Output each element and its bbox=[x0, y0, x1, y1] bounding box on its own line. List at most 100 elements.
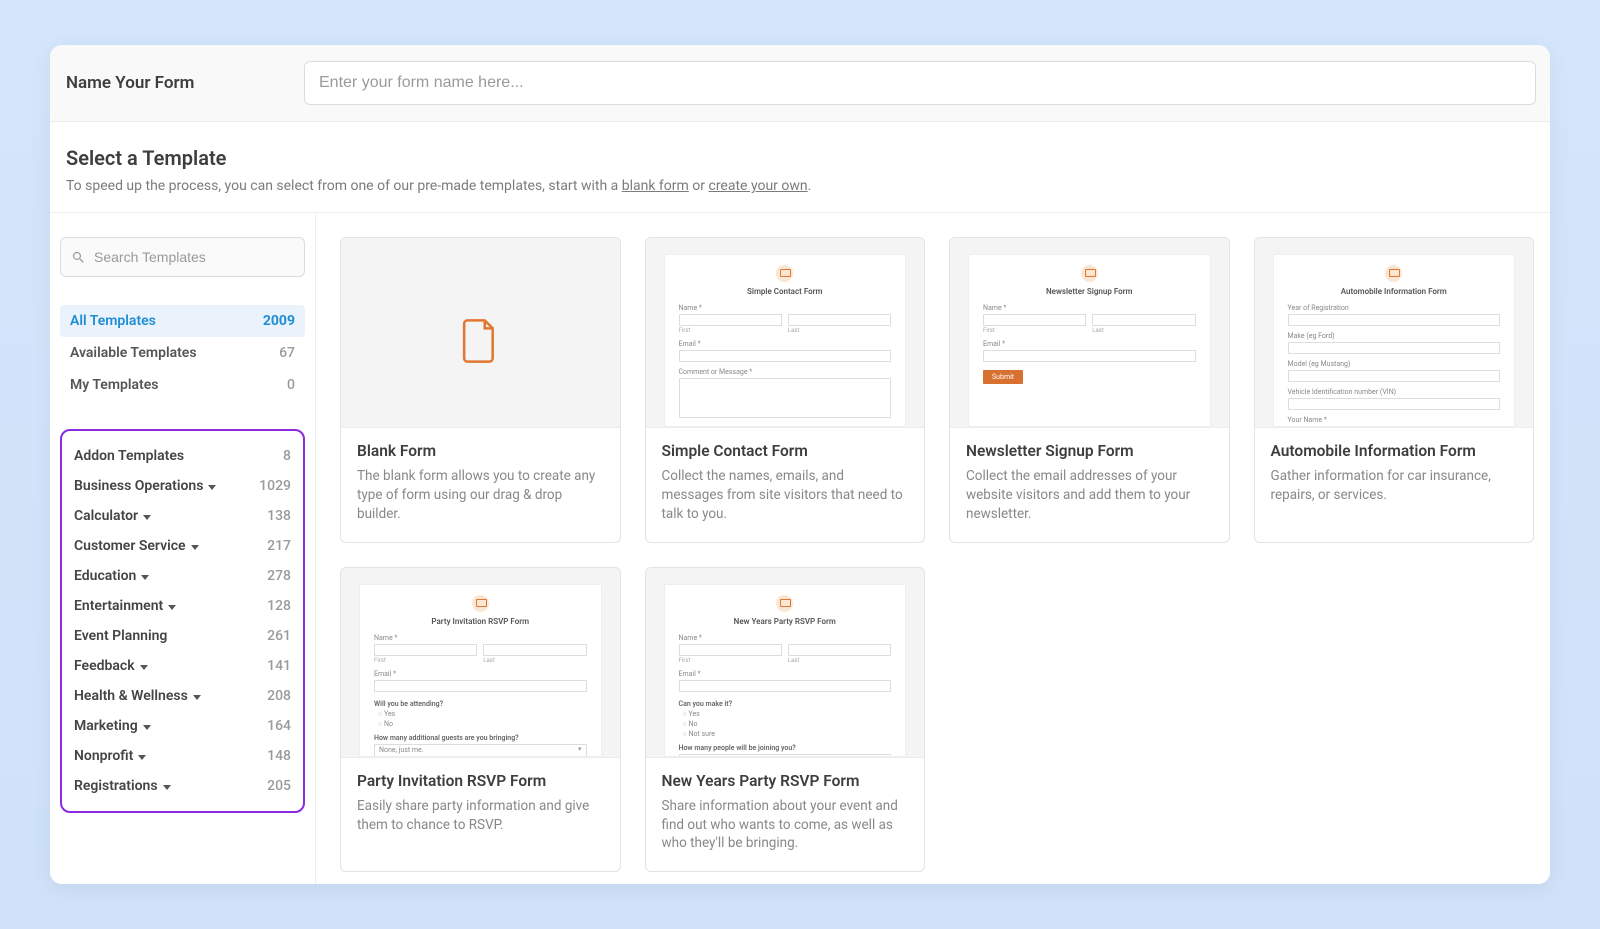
card-desc: The blank form allows you to create any … bbox=[357, 467, 604, 524]
intro-section: Select a Template To speed up the proces… bbox=[50, 122, 1550, 213]
chevron-down-icon bbox=[143, 725, 151, 730]
intro-text: To speed up the process, you can select … bbox=[66, 178, 1534, 194]
create-own-link[interactable]: create your own bbox=[708, 178, 807, 194]
main-area: Select a Template To speed up the proces… bbox=[50, 122, 1550, 884]
filter-label: All Templates bbox=[70, 313, 156, 329]
template-card[interactable]: Simple Contact Form Name * FirstLast Ema… bbox=[645, 237, 926, 543]
category-item[interactable]: Marketing 164 bbox=[62, 711, 303, 741]
category-label: Addon Templates bbox=[74, 448, 184, 464]
category-item[interactable]: Registrations 205 bbox=[62, 771, 303, 801]
preview-sheet: Newsletter Signup Form Name * FirstLast … bbox=[968, 254, 1211, 427]
category-label: Customer Service bbox=[74, 538, 199, 554]
intro-heading: Select a Template bbox=[66, 146, 1534, 170]
preview-sheet: Automobile Information Form Year of Regi… bbox=[1273, 254, 1516, 427]
template-card[interactable]: Blank Form The blank form allows you to … bbox=[340, 237, 621, 543]
chevron-down-icon bbox=[138, 755, 146, 760]
filter-item[interactable]: Available Templates 67 bbox=[60, 337, 305, 369]
search-icon bbox=[71, 250, 86, 265]
chevron-down-icon bbox=[208, 485, 216, 490]
category-label: Feedback bbox=[74, 658, 148, 674]
intro-text-prefix: To speed up the process, you can select … bbox=[66, 178, 622, 194]
preview-sheet: Simple Contact Form Name * FirstLast Ema… bbox=[664, 254, 907, 427]
category-label: Registrations bbox=[74, 778, 171, 794]
category-count: 278 bbox=[267, 568, 291, 584]
category-label: Nonprofit bbox=[74, 748, 146, 764]
filter-label: Available Templates bbox=[70, 345, 197, 361]
card-desc: Gather information for car insurance, re… bbox=[1271, 467, 1518, 505]
card-body: Newsletter Signup Form Collect the email… bbox=[950, 428, 1229, 542]
category-count: 261 bbox=[267, 628, 291, 644]
category-label: Entertainment bbox=[74, 598, 176, 614]
card-body: Simple Contact Form Collect the names, e… bbox=[646, 428, 925, 542]
search-input[interactable] bbox=[94, 249, 294, 265]
category-item[interactable]: Calculator 138 bbox=[62, 501, 303, 531]
category-item[interactable]: Entertainment 128 bbox=[62, 591, 303, 621]
card-title: Blank Form bbox=[357, 442, 604, 460]
chevron-down-icon bbox=[163, 785, 171, 790]
chevron-down-icon bbox=[193, 695, 201, 700]
template-card[interactable]: New Years Party RSVP Form Name * FirstLa… bbox=[645, 567, 926, 873]
card-preview: Newsletter Signup Form Name * FirstLast … bbox=[950, 238, 1229, 428]
category-item[interactable]: Education 278 bbox=[62, 561, 303, 591]
category-item[interactable]: Feedback 141 bbox=[62, 651, 303, 681]
category-item[interactable]: Health & Wellness 208 bbox=[62, 681, 303, 711]
filter-count: 2009 bbox=[263, 313, 295, 329]
template-card[interactable]: Newsletter Signup Form Name * FirstLast … bbox=[949, 237, 1230, 543]
search-box[interactable] bbox=[60, 237, 305, 277]
filter-label: My Templates bbox=[70, 377, 158, 393]
category-item[interactable]: Addon Templates 8 bbox=[62, 441, 303, 471]
category-count: 128 bbox=[267, 598, 291, 614]
card-desc: Share information about your event and f… bbox=[662, 797, 909, 854]
card-body: Automobile Information Form Gather infor… bbox=[1255, 428, 1534, 523]
filter-count: 0 bbox=[287, 377, 295, 393]
card-body: Blank Form The blank form allows you to … bbox=[341, 428, 620, 542]
chevron-down-icon bbox=[143, 515, 151, 520]
category-label: Marketing bbox=[74, 718, 151, 734]
category-list: Addon Templates 8Business Operations 102… bbox=[60, 429, 305, 813]
card-desc: Collect the email addresses of your webs… bbox=[966, 467, 1213, 524]
card-desc: Easily share party information and give … bbox=[357, 797, 604, 835]
category-item[interactable]: Business Operations 1029 bbox=[62, 471, 303, 501]
card-body: Party Invitation RSVP Form Easily share … bbox=[341, 758, 620, 853]
card-title: Simple Contact Form bbox=[662, 442, 909, 460]
app-window: Name Your Form Select a Template To spee… bbox=[50, 45, 1550, 884]
category-label: Calculator bbox=[74, 508, 151, 524]
category-count: 141 bbox=[267, 658, 291, 674]
chevron-down-icon bbox=[191, 545, 199, 550]
filter-count: 67 bbox=[279, 345, 295, 361]
category-label: Event Planning bbox=[74, 628, 167, 644]
card-preview: Party Invitation RSVP Form Name * FirstL… bbox=[341, 568, 620, 758]
header-label: Name Your Form bbox=[64, 73, 274, 93]
filter-item[interactable]: My Templates 0 bbox=[60, 369, 305, 401]
content-area: All Templates 2009 Available Templates 67 My… bbox=[50, 213, 1550, 884]
category-count: 205 bbox=[267, 778, 291, 794]
form-name-input[interactable] bbox=[304, 61, 1536, 105]
header-bar: Name Your Form bbox=[50, 45, 1550, 122]
filter-list: All Templates 2009 Available Templates 67 My… bbox=[60, 305, 305, 401]
chevron-down-icon bbox=[140, 665, 148, 670]
category-label: Education bbox=[74, 568, 149, 584]
category-item[interactable]: Nonprofit 148 bbox=[62, 741, 303, 771]
filter-item[interactable]: All Templates 2009 bbox=[60, 305, 305, 337]
category-count: 208 bbox=[267, 688, 291, 704]
card-preview: New Years Party RSVP Form Name * FirstLa… bbox=[646, 568, 925, 758]
preview-sheet: New Years Party RSVP Form Name * FirstLa… bbox=[664, 584, 907, 757]
category-label: Business Operations bbox=[74, 478, 216, 494]
category-count: 164 bbox=[267, 718, 291, 734]
card-preview bbox=[341, 238, 620, 428]
template-card[interactable]: Automobile Information Form Year of Regi… bbox=[1254, 237, 1535, 543]
category-item[interactable]: Customer Service 217 bbox=[62, 531, 303, 561]
category-count: 1029 bbox=[259, 478, 291, 494]
card-title: Newsletter Signup Form bbox=[966, 442, 1213, 460]
blank-form-link[interactable]: blank form bbox=[622, 178, 689, 194]
card-preview: Automobile Information Form Year of Regi… bbox=[1255, 238, 1534, 428]
blank-file-icon bbox=[461, 317, 499, 365]
template-card[interactable]: Party Invitation RSVP Form Name * FirstL… bbox=[340, 567, 621, 873]
category-item[interactable]: Event Planning 261 bbox=[62, 621, 303, 651]
category-count: 138 bbox=[267, 508, 291, 524]
template-grid: Blank Form The blank form allows you to … bbox=[316, 213, 1550, 884]
chevron-down-icon bbox=[141, 575, 149, 580]
sidebar: All Templates 2009 Available Templates 67 My… bbox=[50, 213, 316, 884]
chevron-down-icon bbox=[168, 605, 176, 610]
card-title: Party Invitation RSVP Form bbox=[357, 772, 604, 790]
